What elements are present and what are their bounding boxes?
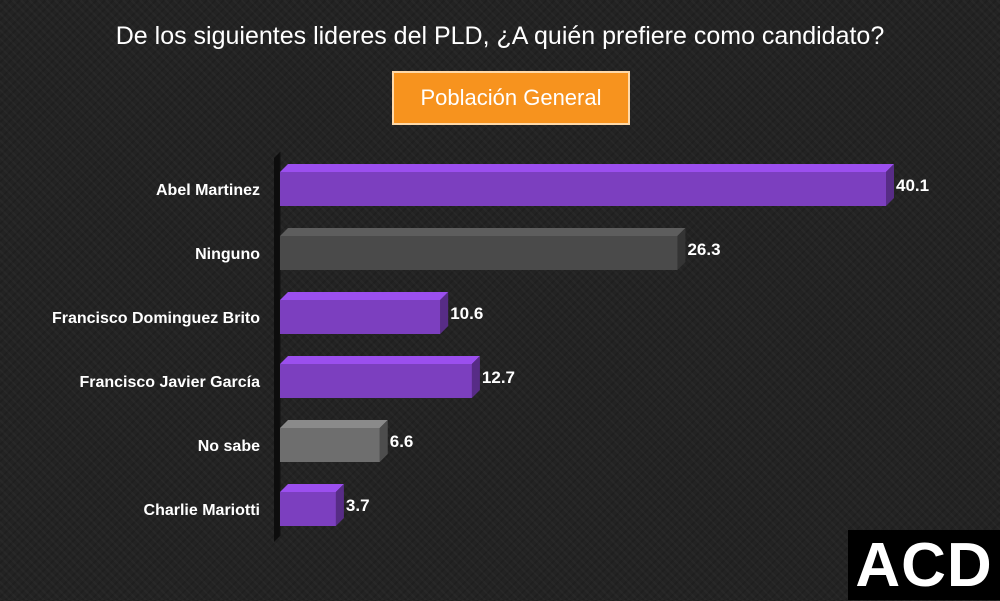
category-label: Charlie Mariotti xyxy=(144,502,260,519)
acd-logo: ACD xyxy=(848,530,1000,600)
bar-top-face xyxy=(280,164,894,172)
bar xyxy=(280,428,380,462)
data-label: 3.7 xyxy=(346,496,370,515)
bar-side-face xyxy=(471,356,480,398)
subtitle-badge: Población General xyxy=(392,71,630,125)
bar-top-face xyxy=(280,228,686,236)
bar xyxy=(280,364,472,398)
bar xyxy=(280,492,336,526)
category-label: Abel Martinez xyxy=(156,182,260,199)
bar-side-face xyxy=(886,164,894,206)
axis-wall xyxy=(274,152,280,542)
bar-top-face xyxy=(280,420,388,428)
bar-top-face xyxy=(280,292,449,300)
category-label: No sabe xyxy=(198,438,260,455)
bar-side-face xyxy=(379,420,388,462)
bar xyxy=(280,172,886,206)
data-label: 26.3 xyxy=(687,240,720,259)
bar-top-face xyxy=(280,484,344,492)
bar-side-face xyxy=(677,228,686,270)
bar-side-face xyxy=(335,484,344,526)
category-label: Ninguno xyxy=(195,246,260,263)
data-label: 40.1 xyxy=(896,176,929,195)
data-label: 10.6 xyxy=(450,304,483,323)
bar xyxy=(280,300,441,334)
data-label: 12.7 xyxy=(482,368,515,387)
category-label: Francisco Javier García xyxy=(79,374,260,391)
bar xyxy=(280,236,678,270)
bar-side-face xyxy=(440,292,449,334)
data-label: 6.6 xyxy=(390,432,414,451)
bar-top-face xyxy=(280,356,480,364)
category-label: Francisco Dominguez Brito xyxy=(52,310,260,327)
subtitle-text: Población General xyxy=(420,85,602,110)
chart-title: De los siguientes lideres del PLD, ¿A qu… xyxy=(115,22,885,50)
